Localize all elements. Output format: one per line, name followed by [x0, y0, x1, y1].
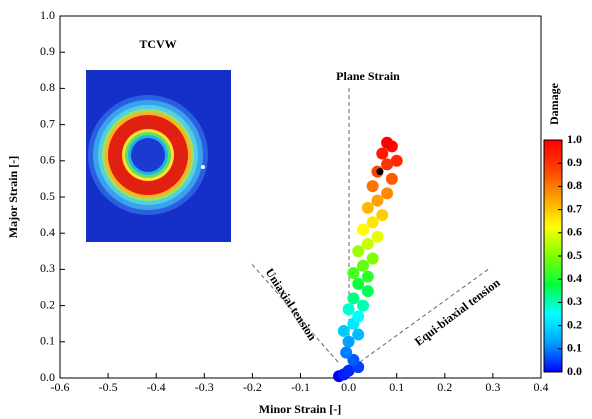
scatter-point	[386, 173, 398, 185]
reference-line	[250, 262, 338, 362]
y-tick-label: 0.3	[40, 261, 55, 275]
y-tick-label: 0.9	[40, 44, 55, 58]
inset-image	[86, 70, 231, 242]
x-tick-label: 0.2	[437, 380, 452, 394]
x-axis-title: Minor Strain [-]	[259, 402, 341, 416]
x-tick-label: -0.3	[195, 380, 214, 394]
scatter-point	[357, 300, 369, 312]
colorbar-title: Damage	[547, 82, 561, 125]
scatter-point	[371, 195, 383, 207]
x-tick-label: -0.1	[291, 380, 310, 394]
scatter-point	[371, 231, 383, 243]
colorbar-tick-label: 0.9	[567, 155, 582, 169]
y-tick-label: 0.2	[40, 297, 55, 311]
y-tick-label: 1.0	[40, 8, 55, 22]
scatter-point	[362, 238, 374, 250]
colorbar-tick-label: 0.5	[567, 248, 582, 262]
colorbar-tick-label: 0.4	[567, 271, 582, 285]
scatter-point	[352, 278, 364, 290]
y-tick-label: 0.7	[40, 116, 55, 130]
scatter-point	[343, 336, 355, 348]
x-tick-label: 0.0	[341, 380, 356, 394]
scatter-point	[347, 292, 359, 304]
colorbar-tick-label: 1.0	[567, 132, 582, 146]
highlight-point	[376, 168, 383, 175]
annotation: Equi-biaxial tension	[412, 275, 503, 348]
y-tick-label: 0.6	[40, 153, 55, 167]
colorbar-tick-label: 0.6	[567, 225, 582, 239]
y-tick-label: 0.1	[40, 334, 55, 348]
y-axis-title: Major Strain [-]	[6, 156, 20, 238]
scatter-point	[357, 224, 369, 236]
colorbar-tick-label: 0.7	[567, 201, 582, 215]
scatter-point	[352, 245, 364, 257]
x-tick-label: -0.4	[147, 380, 166, 394]
scatter-point	[381, 187, 393, 199]
scatter-point	[391, 155, 403, 167]
chart: TCVW Plane Strain Uniaxial tension Equi-…	[0, 0, 592, 419]
scatter-point	[343, 303, 355, 315]
y-tick-label: 0.5	[40, 189, 55, 203]
annotation: Plane Strain	[336, 69, 400, 83]
scatter-point	[367, 180, 379, 192]
scatter-point	[367, 216, 379, 228]
scatter-point	[362, 285, 374, 297]
scatter-point	[362, 271, 374, 283]
colorbar-tick-label: 0.1	[567, 341, 582, 355]
scatter-point	[367, 253, 379, 265]
y-tick-label: 0.0	[40, 370, 55, 384]
colorbar-tick-label: 0.8	[567, 178, 582, 192]
scatter-point	[376, 209, 388, 221]
scatter-point	[352, 310, 364, 322]
x-tick-label: 0.3	[485, 380, 500, 394]
scatter-point	[338, 325, 350, 337]
y-tick-label: 0.4	[40, 225, 55, 239]
scatter-point	[362, 202, 374, 214]
scatter-point	[340, 347, 352, 359]
scatter-point	[352, 329, 364, 341]
x-tick-label: -0.5	[99, 380, 118, 394]
reference-line	[360, 268, 490, 362]
x-tick-label: -0.2	[243, 380, 262, 394]
x-tick-label: 0.1	[389, 380, 404, 394]
scatter-point	[376, 148, 388, 160]
x-tick-label: 0.4	[534, 380, 549, 394]
colorbar-tick-label: 0.3	[567, 294, 582, 308]
y-tick-label: 0.8	[40, 80, 55, 94]
annotation: Uniaxial tension	[263, 266, 320, 344]
inset-label: TCVW	[139, 37, 176, 51]
scatter-point	[381, 137, 393, 149]
colorbar-tick-label: 0.0	[567, 364, 582, 378]
colorbar-tick-label: 0.2	[567, 317, 582, 331]
scatter-point	[357, 260, 369, 272]
scatter-point	[347, 267, 359, 279]
